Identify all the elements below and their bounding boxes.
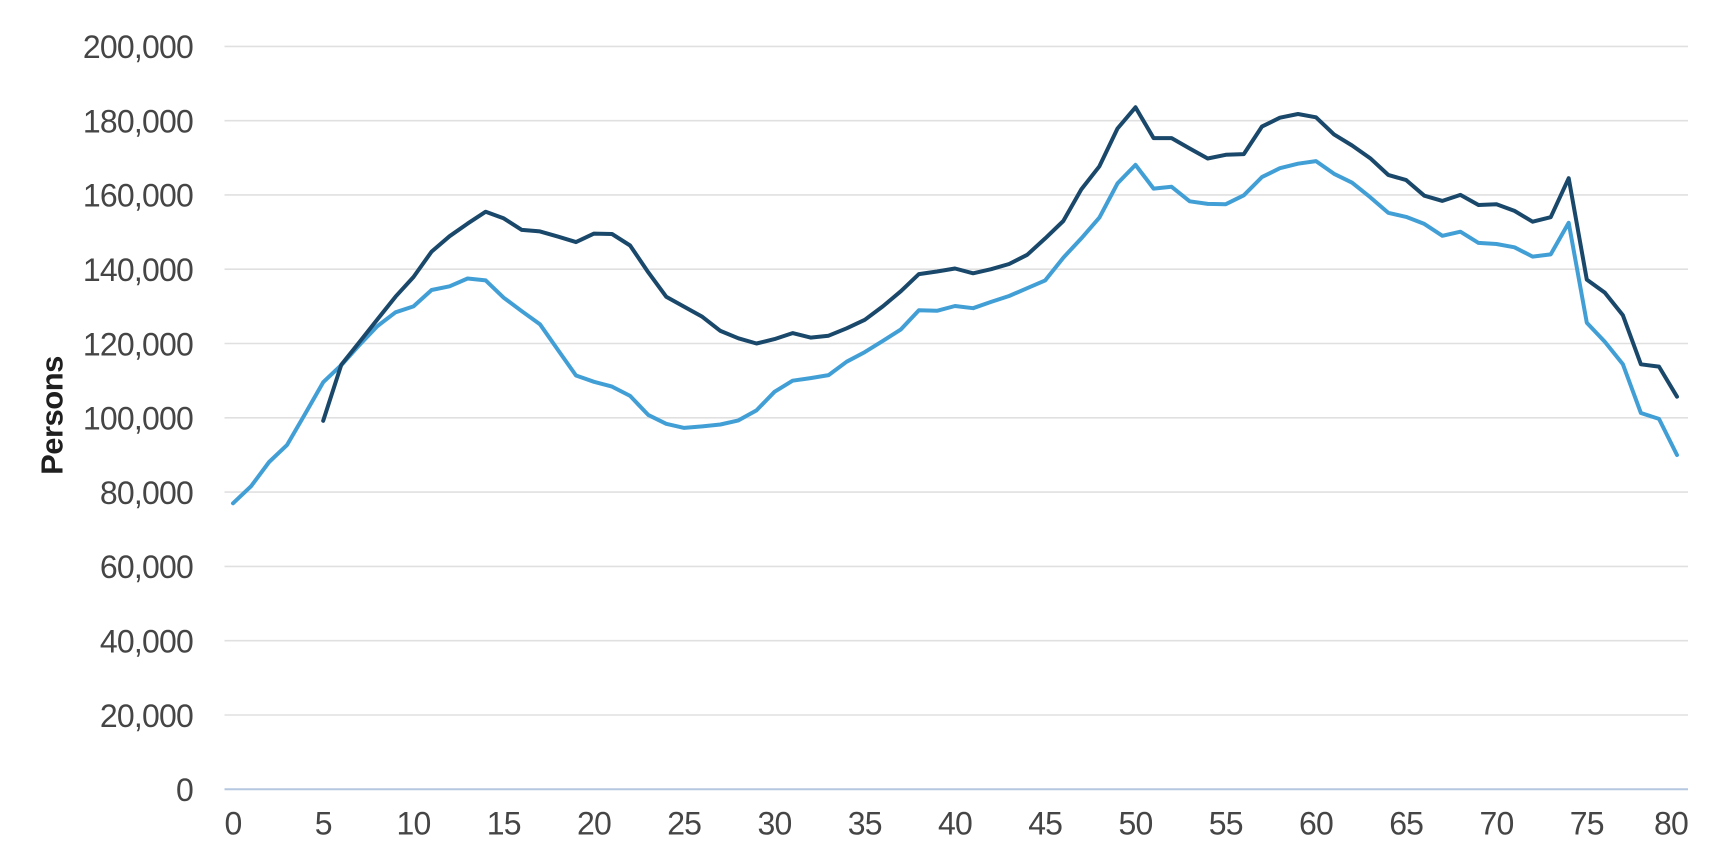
svg-text:70: 70	[1480, 806, 1514, 842]
svg-text:200,000: 200,000	[83, 29, 193, 65]
svg-text:120,000: 120,000	[83, 326, 193, 362]
svg-text:60: 60	[1299, 806, 1333, 842]
svg-text:65: 65	[1389, 806, 1423, 842]
svg-text:160,000: 160,000	[83, 178, 193, 214]
svg-text:40: 40	[938, 806, 972, 842]
svg-text:5: 5	[315, 806, 332, 842]
svg-text:25: 25	[667, 806, 701, 842]
svg-text:30: 30	[758, 806, 792, 842]
svg-text:80,000: 80,000	[100, 475, 193, 511]
svg-text:80: 80	[1654, 806, 1688, 842]
svg-text:60,000: 60,000	[100, 549, 193, 585]
svg-text:20,000: 20,000	[100, 698, 193, 734]
svg-text:55: 55	[1209, 806, 1243, 842]
svg-text:15: 15	[487, 806, 521, 842]
svg-text:20: 20	[577, 806, 611, 842]
svg-text:0: 0	[225, 806, 242, 842]
svg-text:140,000: 140,000	[83, 252, 193, 288]
svg-text:180,000: 180,000	[83, 104, 193, 140]
svg-text:45: 45	[1028, 806, 1062, 842]
svg-text:10: 10	[397, 806, 431, 842]
svg-text:40,000: 40,000	[100, 624, 193, 660]
svg-text:35: 35	[848, 806, 882, 842]
svg-text:75: 75	[1570, 806, 1604, 842]
svg-text:0: 0	[176, 772, 193, 808]
svg-text:Persons: Persons	[35, 356, 70, 475]
svg-text:100,000: 100,000	[83, 401, 193, 437]
svg-text:50: 50	[1119, 806, 1153, 842]
